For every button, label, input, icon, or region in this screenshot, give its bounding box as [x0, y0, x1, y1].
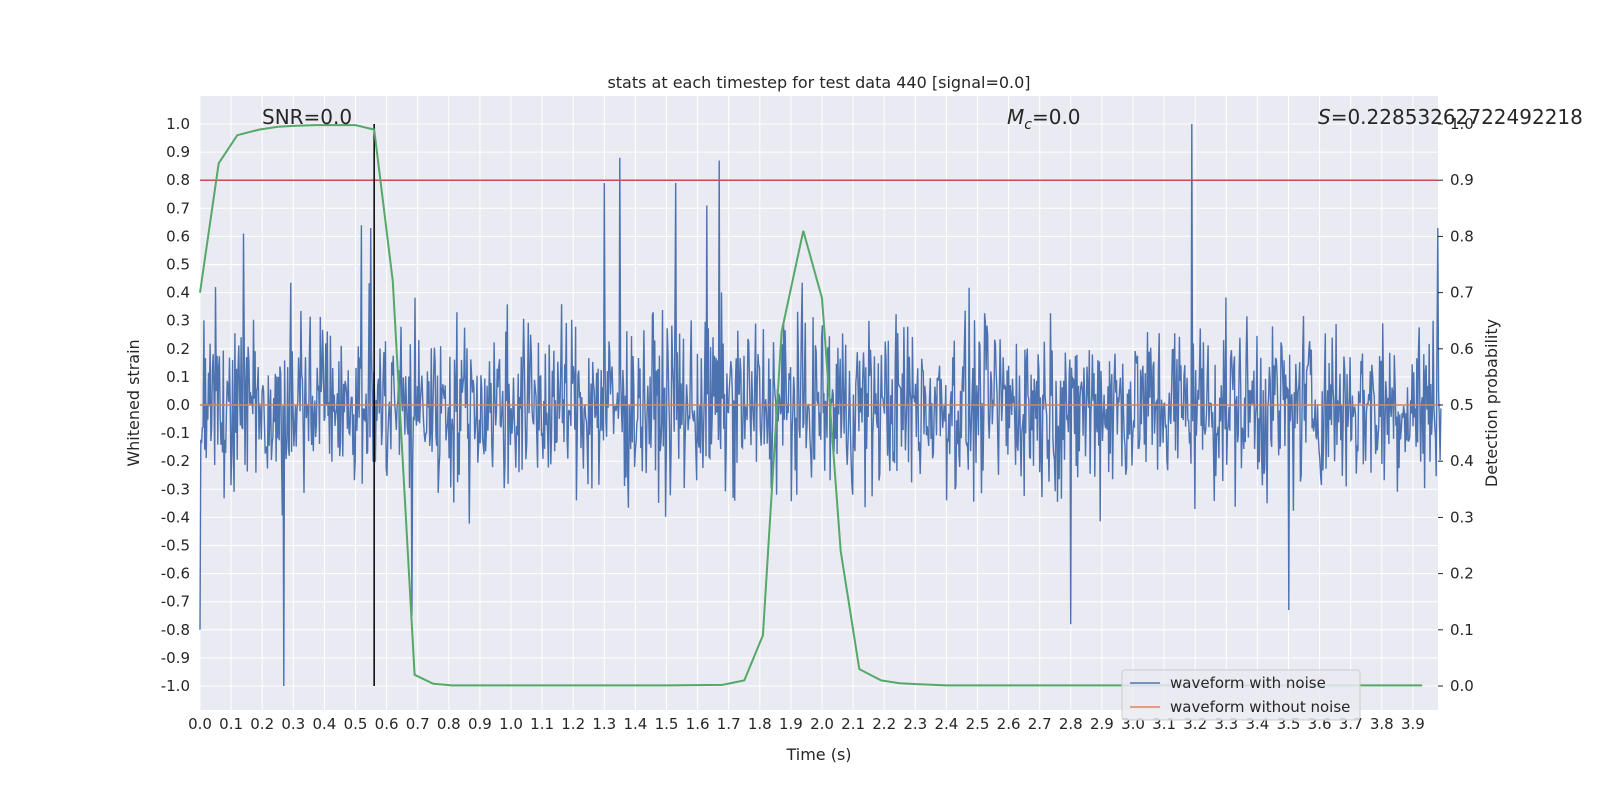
legend-box — [1121, 669, 1361, 721]
annotation-mc-subscript: c — [1024, 117, 1032, 133]
y-right-tick-3: 0.7 — [1450, 284, 1474, 302]
annotation-s: S=0.2285326272249​2218 — [1318, 105, 1583, 129]
series-detection-probability — [199, 124, 1423, 687]
noise-line — [199, 123, 1442, 687]
annotation-s-value: =0.2285326272249​2218 — [1331, 105, 1583, 129]
y-left-tick-19: -0.9 — [161, 649, 190, 667]
y-left-tick-9: 0.1 — [166, 368, 190, 386]
x-tick-26: 2.6 — [997, 715, 1021, 733]
y-left-tick-3: 0.7 — [166, 199, 190, 217]
x-tick-10: 1.0 — [499, 715, 523, 733]
overlay-lines — [200, 124, 1438, 686]
x-tick-27: 2.7 — [1028, 715, 1052, 733]
y-left-tick-6: 0.4 — [166, 284, 190, 302]
y-left-tick-11: -0.1 — [161, 424, 190, 442]
x-tick-0: 0.0 — [188, 715, 212, 733]
x-tick-5: 0.5 — [344, 715, 368, 733]
y-left-tick-5: 0.5 — [166, 256, 190, 274]
y-right-tick-4: 0.6 — [1450, 340, 1474, 358]
y-left-tick-13: -0.3 — [161, 480, 190, 498]
x-tick-25: 2.5 — [966, 715, 990, 733]
x-tick-12: 1.2 — [561, 715, 585, 733]
y-left-tick-12: -0.2 — [161, 452, 190, 470]
annotation-snr: SNR=0.0 — [262, 105, 352, 129]
x-tick-11: 1.1 — [530, 715, 554, 733]
annotation-mc-symbol: M — [1007, 105, 1024, 129]
x-tick-18: 1.8 — [748, 715, 772, 733]
legend: waveform with noise waveform without noi… — [1121, 669, 1361, 721]
y-right-tick-1: 0.9 — [1450, 171, 1474, 189]
x-tick-22: 2.2 — [872, 715, 896, 733]
y-left-tick-16: -0.6 — [161, 565, 190, 583]
x-tick-29: 2.9 — [1090, 715, 1114, 733]
y-right-tick-10: 0.0 — [1450, 677, 1474, 695]
chart-title: stats at each timestep for test data 440… — [607, 73, 1030, 92]
x-tick-6: 0.6 — [375, 715, 399, 733]
x-tick-19: 1.9 — [779, 715, 803, 733]
y-left-tick-labels: 1.0 0.9 0.8 0.7 0.6 0.5 0.4 0.3 0.2 0.1 0.0 -0.1 -0.… — [161, 115, 190, 695]
x-tick-21: 2.1 — [841, 715, 865, 733]
y-right-tick-8: 0.2 — [1450, 565, 1474, 583]
x-tick-38: 3.8 — [1370, 715, 1394, 733]
probability-line — [199, 124, 1423, 687]
y-left-tick-4: 0.6 — [166, 227, 190, 245]
x-tick-23: 2.3 — [903, 715, 927, 733]
legend-label-clean: waveform without noise — [1170, 698, 1350, 716]
y-left-tick-14: -0.4 — [161, 508, 190, 526]
y-left-tick-1: 0.9 — [166, 143, 190, 161]
y-right-tick-2: 0.8 — [1450, 227, 1474, 245]
y-left-tick-7: 0.3 — [166, 312, 190, 330]
y-axis-label-right: Detection probability — [1482, 319, 1501, 487]
annotation-mc: Mc=0.0 — [1007, 105, 1081, 133]
x-tick-39: 3.9 — [1401, 715, 1425, 733]
legend-label-noise: waveform with noise — [1170, 674, 1326, 692]
y-right-tick-6: 0.4 — [1450, 452, 1474, 470]
x-tick-24: 2.4 — [934, 715, 958, 733]
y-right-tick-labels: 1.0 0.9 0.8 0.7 0.6 0.5 0.4 0.3 0.2 0.1 0.0 — [1438, 115, 1474, 695]
x-tick-28: 2.8 — [1059, 715, 1083, 733]
y-left-tick-17: -0.7 — [161, 593, 190, 611]
y-left-tick-15: -0.5 — [161, 537, 190, 555]
annotation-s-symbol: S — [1318, 105, 1331, 129]
x-tick-8: 0.8 — [437, 715, 461, 733]
y-left-tick-20: -1.0 — [161, 677, 190, 695]
x-tick-14: 1.4 — [623, 715, 647, 733]
x-tick-4: 0.4 — [312, 715, 336, 733]
x-tick-2: 0.2 — [250, 715, 274, 733]
x-tick-20: 2.0 — [810, 715, 834, 733]
y-left-tick-8: 0.2 — [166, 340, 190, 358]
x-tick-15: 1.5 — [655, 715, 679, 733]
y-right-tick-5: 0.5 — [1450, 396, 1474, 414]
y-right-tick-9: 0.1 — [1450, 621, 1474, 639]
y-left-tick-0: 1.0 — [166, 115, 190, 133]
x-tick-16: 1.6 — [686, 715, 710, 733]
x-tick-3: 0.3 — [281, 715, 305, 733]
annotation-mc-value: =0.0 — [1032, 105, 1081, 129]
x-tick-7: 0.7 — [406, 715, 430, 733]
y-left-tick-10: 0.0 — [166, 396, 190, 414]
y-axis-label-left: Whitened strain — [124, 339, 143, 466]
series-waveform-with-noise — [199, 123, 1442, 687]
y-left-tick-18: -0.8 — [161, 621, 190, 639]
y-left-tick-2: 0.8 — [166, 171, 190, 189]
y-right-tick-7: 0.3 — [1450, 508, 1474, 526]
x-axis-label: Time (s) — [785, 745, 851, 764]
x-tick-9: 0.9 — [468, 715, 492, 733]
x-tick-17: 1.7 — [717, 715, 741, 733]
x-tick-1: 0.1 — [219, 715, 243, 733]
y-right-tick-0: 1.0 — [1450, 115, 1474, 133]
x-tick-13: 1.3 — [592, 715, 616, 733]
